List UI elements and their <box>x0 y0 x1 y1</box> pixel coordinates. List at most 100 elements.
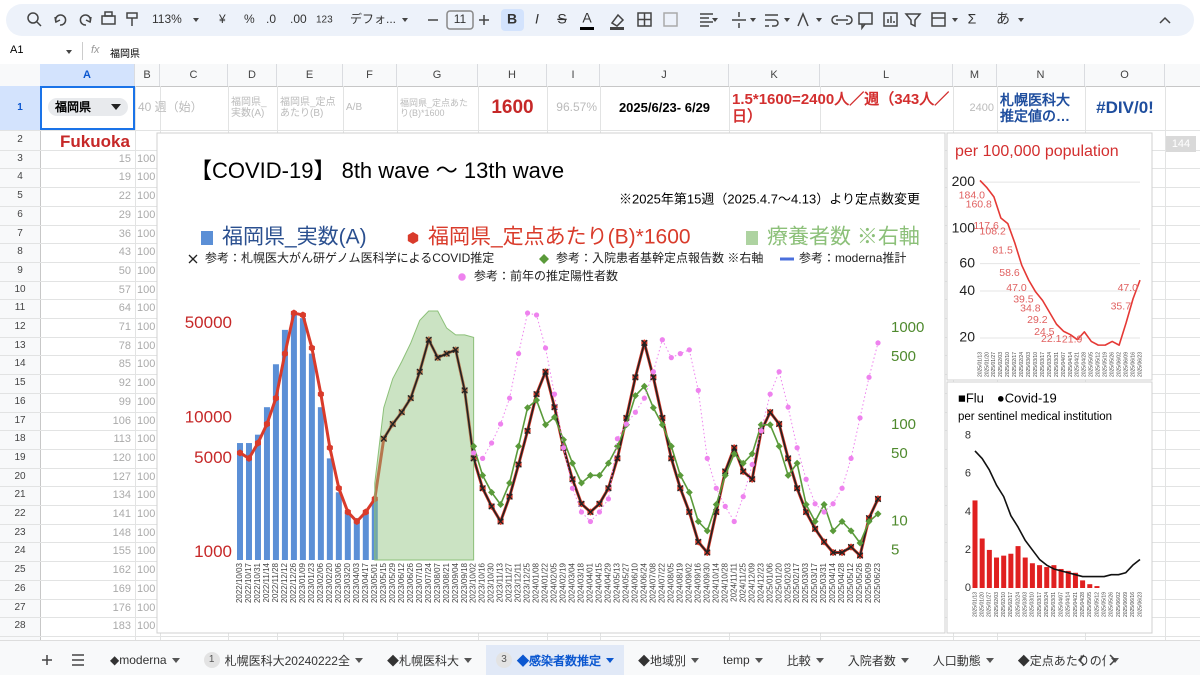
formula-input[interactable]: 福岡県 <box>110 49 140 60</box>
x-tick-label: 2024/06/24 <box>639 562 648 603</box>
italic-button[interactable]: I <box>535 11 539 27</box>
sheet-tab[interactable]: 入院者数 <box>838 645 919 675</box>
x-tick-label: 2025/04/28 <box>1082 352 1088 377</box>
x-tick-label: 2022/10/17 <box>244 562 253 603</box>
text-color-button[interactable]: A <box>582 10 592 26</box>
sheet-tab[interactable]: 3 ◆感染者数推定 <box>486 645 625 675</box>
point <box>839 485 845 491</box>
point <box>362 508 369 516</box>
x-tick-label: 2022/12/12 <box>280 562 289 603</box>
dropdown-chip[interactable]: 福岡県 <box>48 98 128 116</box>
line <box>979 179 1141 346</box>
number-format[interactable]: 123 <box>316 15 333 26</box>
x-tick-label: 2023/05/15 <box>379 562 388 603</box>
cell: 100 <box>137 582 156 595</box>
point <box>686 508 693 516</box>
point <box>739 459 747 467</box>
strike-button[interactable]: S <box>557 11 566 27</box>
point <box>488 440 495 446</box>
point <box>326 444 333 452</box>
bar <box>1094 586 1100 588</box>
row-number: 14 <box>14 358 26 370</box>
point <box>569 485 576 491</box>
point <box>497 518 504 525</box>
data-label: 29.2 <box>1027 314 1048 326</box>
name-box[interactable]: A1 <box>10 44 24 56</box>
point <box>578 509 585 515</box>
bar <box>308 353 315 560</box>
decrease-decimal[interactable]: .0 <box>266 12 276 26</box>
x-tick-label: 2025/05/05 <box>1087 592 1093 617</box>
x-tick-label: 2025/05/26 <box>855 562 864 603</box>
sum-button[interactable]: Σ <box>968 11 977 27</box>
point <box>794 445 800 451</box>
cell: 100 <box>137 545 156 558</box>
x-tick-label: 2025/03/31 <box>1051 592 1057 617</box>
cell: 43 <box>118 246 131 259</box>
area <box>374 310 475 561</box>
x-tick-label: 2025/06/23 <box>1137 592 1143 617</box>
zoom[interactable]: 113% <box>152 12 182 26</box>
sheet-tab[interactable]: ◆地域別 <box>628 645 709 675</box>
x-tick-label: 2022/11/14 <box>262 562 271 602</box>
point <box>766 409 774 416</box>
currency-button[interactable]: ¥ <box>218 12 226 26</box>
point <box>488 503 495 510</box>
x-tick-label: 2024/12/23 <box>756 562 765 603</box>
cell: 134 <box>112 489 131 502</box>
tab-bar-buttons[interactable] <box>30 645 120 675</box>
font-size[interactable]: 11 <box>454 12 467 26</box>
point <box>640 382 648 390</box>
chart-area <box>946 381 1153 634</box>
row-number: 15 <box>14 377 26 389</box>
point <box>875 340 881 346</box>
x-tick-label: 2025/03/10 <box>1030 592 1036 617</box>
cell: 福岡県_定点あたり(B)*1600 <box>400 97 469 118</box>
x-tick-label: 2023/05/01 <box>370 562 379 603</box>
sheet-tab[interactable]: ◆札幌医科大 <box>377 645 482 675</box>
bold-button[interactable]: B <box>507 11 517 27</box>
grid-line-h <box>0 130 1200 131</box>
point <box>704 549 711 556</box>
sheet-tab[interactable]: ◆moderna <box>100 645 190 675</box>
point <box>407 232 419 244</box>
cell: 127 <box>112 470 131 483</box>
sheet-tab[interactable]: temp <box>713 645 773 675</box>
point <box>793 485 801 492</box>
font-menu[interactable]: デフォ... <box>350 11 396 26</box>
x-tick-label: 2024/01/08 <box>532 562 541 603</box>
sheet-tab[interactable]: 比較 <box>777 645 834 675</box>
x-tick-label: 2024/05/13 <box>613 562 622 603</box>
point <box>776 369 782 375</box>
point <box>739 468 747 475</box>
bar <box>353 518 360 560</box>
x-tick-label: 2025/03/31 <box>1054 352 1060 377</box>
cell: 100 <box>137 620 156 633</box>
tab-caret <box>606 657 615 663</box>
bar <box>1065 570 1071 588</box>
tab-name: 比較 <box>786 653 811 668</box>
tab-badge: 3 <box>496 652 513 668</box>
point <box>641 339 648 347</box>
point <box>658 421 666 429</box>
point <box>524 310 531 316</box>
data-label: 21.9 <box>1062 334 1083 346</box>
row-number: 16 <box>14 395 26 407</box>
x-tick-label: 2025/01/27 <box>991 352 997 377</box>
point <box>856 539 864 547</box>
line <box>473 312 879 522</box>
sheet-tab[interactable]: 人口動態 <box>923 645 1004 675</box>
tab-scroll[interactable] <box>1070 645 1130 675</box>
point <box>785 404 791 410</box>
x-tick-label: 2025/06/09 <box>1123 592 1129 617</box>
input-mode[interactable]: あ <box>996 11 1010 27</box>
point <box>731 518 737 525</box>
cell: 100 <box>137 470 156 483</box>
increase-decimal[interactable]: .00 <box>290 12 307 26</box>
point <box>470 442 478 450</box>
sheet-tab[interactable]: 1 札幌医科大20240222全 <box>194 645 373 675</box>
x-tick-label: 2024/01/22 <box>541 562 550 603</box>
cell: 100 <box>137 171 156 184</box>
percent-button[interactable]: % <box>244 12 255 26</box>
point <box>838 549 846 556</box>
